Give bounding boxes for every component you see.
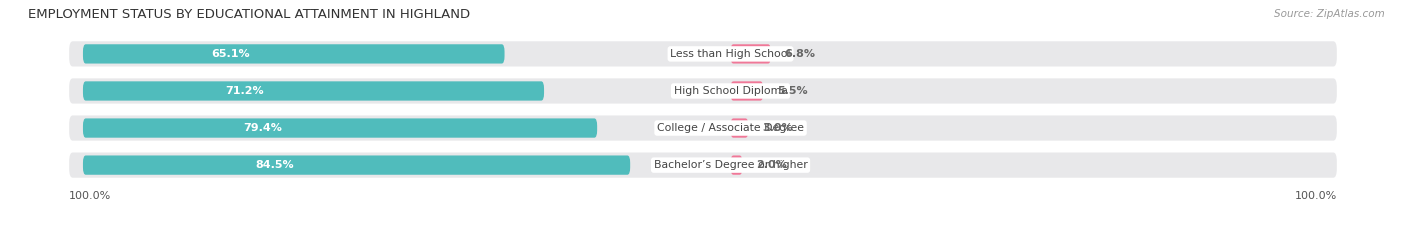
Text: Source: ZipAtlas.com: Source: ZipAtlas.com (1274, 9, 1385, 19)
Text: 5.5%: 5.5% (778, 86, 807, 96)
FancyBboxPatch shape (83, 44, 505, 64)
Text: 2.0%: 2.0% (756, 160, 787, 170)
FancyBboxPatch shape (83, 81, 544, 101)
FancyBboxPatch shape (731, 155, 742, 175)
Text: 100.0%: 100.0% (1295, 191, 1337, 201)
Text: Bachelor’s Degree or higher: Bachelor’s Degree or higher (654, 160, 807, 170)
FancyBboxPatch shape (83, 155, 630, 175)
FancyBboxPatch shape (69, 41, 1337, 66)
Text: 3.0%: 3.0% (762, 123, 793, 133)
FancyBboxPatch shape (731, 81, 763, 101)
Text: 84.5%: 84.5% (254, 160, 294, 170)
FancyBboxPatch shape (83, 118, 598, 138)
Text: College / Associate Degree: College / Associate Degree (657, 123, 804, 133)
Text: 65.1%: 65.1% (211, 49, 250, 59)
FancyBboxPatch shape (69, 115, 1337, 141)
Text: Less than High School: Less than High School (671, 49, 790, 59)
Text: EMPLOYMENT STATUS BY EDUCATIONAL ATTAINMENT IN HIGHLAND: EMPLOYMENT STATUS BY EDUCATIONAL ATTAINM… (28, 8, 470, 21)
FancyBboxPatch shape (731, 44, 770, 64)
Text: 6.8%: 6.8% (785, 49, 815, 59)
Text: 79.4%: 79.4% (243, 123, 283, 133)
FancyBboxPatch shape (731, 118, 748, 138)
Text: 71.2%: 71.2% (225, 86, 264, 96)
Text: High School Diploma: High School Diploma (673, 86, 787, 96)
FancyBboxPatch shape (69, 153, 1337, 178)
Text: 100.0%: 100.0% (69, 191, 111, 201)
FancyBboxPatch shape (69, 78, 1337, 104)
